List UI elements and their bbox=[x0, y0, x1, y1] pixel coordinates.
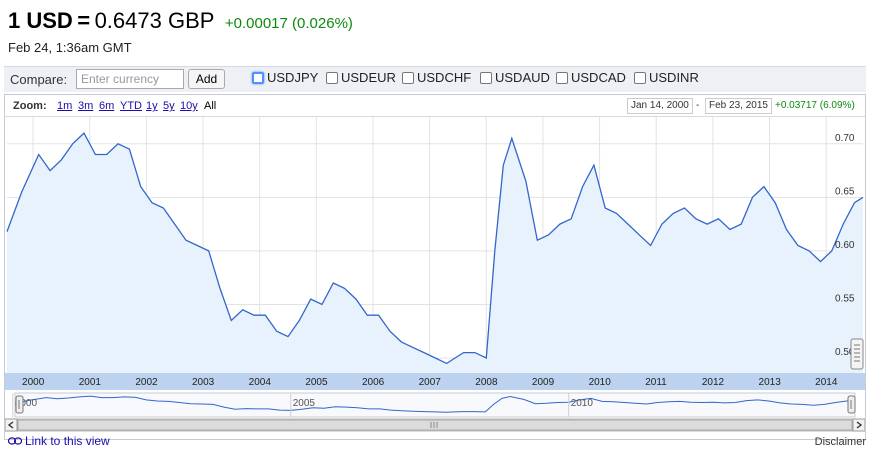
x-tick-label: 2014 bbox=[815, 377, 838, 388]
zoom-6m[interactable]: 6m bbox=[99, 100, 115, 112]
compare-bar: Compare: Add USDJPY USDEUR USDCHF USDAUD… bbox=[4, 66, 866, 92]
navigator-year-label: 2005 bbox=[293, 398, 316, 409]
zoom-10y[interactable]: 10y bbox=[180, 100, 198, 112]
chart-frame: Zoom: 1m 3m 6m YTD 1y 5y 10y All Jan 14,… bbox=[4, 94, 866, 440]
y-tick-label: 0.70 bbox=[835, 133, 855, 144]
time-navigator[interactable]: 2000 2005 2010 bbox=[12, 392, 856, 418]
x-tick-label: 2005 bbox=[305, 377, 328, 388]
x-tick-label: 2004 bbox=[249, 377, 272, 388]
zoom-3m[interactable]: 3m bbox=[78, 100, 94, 112]
y-tick-label: 0.60 bbox=[835, 240, 855, 251]
y-tick-label: 0.55 bbox=[835, 293, 855, 304]
x-tick-label: 2012 bbox=[702, 377, 725, 388]
navigator-background bbox=[14, 392, 856, 418]
base-amount: 1 USD bbox=[8, 8, 73, 33]
x-tick-label: 2007 bbox=[419, 377, 442, 388]
checkbox-box[interactable] bbox=[556, 72, 568, 84]
checkbox-box[interactable] bbox=[634, 72, 646, 84]
scroll-right-arrow-icon[interactable] bbox=[852, 418, 865, 432]
zoom-all[interactable]: All bbox=[204, 100, 217, 112]
quote-headline: 1 USD = 0.6473 GBP +0.00017 (0.026%) bbox=[8, 8, 353, 34]
y-axis-tick-labels: 0.50 0.55 0.60 0.65 0.70 bbox=[835, 133, 855, 358]
compare-pair-label: USDJPY bbox=[267, 70, 319, 85]
navigator-left-handle[interactable] bbox=[15, 395, 24, 414]
right-arrow-glyph bbox=[856, 421, 863, 429]
compare-checkbox-usdjpy[interactable]: USDJPY bbox=[252, 70, 318, 85]
navigator-scrollbar[interactable] bbox=[5, 418, 865, 432]
rate-change: +0.00017 (0.026%) bbox=[224, 15, 353, 32]
zoom-ytd[interactable]: YTD bbox=[120, 100, 142, 112]
equals-sign: = bbox=[77, 8, 91, 33]
x-tick-label: 2000 bbox=[22, 377, 45, 388]
compare-checkbox-usdchf[interactable]: USDCHF bbox=[402, 70, 471, 85]
scrollbar-thumb[interactable] bbox=[17, 419, 853, 431]
x-tick-label: 2001 bbox=[79, 377, 102, 388]
checkbox-box[interactable] bbox=[402, 72, 414, 84]
start-date-field[interactable]: Jan 14, 2000 bbox=[627, 98, 693, 114]
compare-pair-label: USDCHF bbox=[417, 70, 472, 85]
x-tick-label: 2010 bbox=[589, 377, 612, 388]
checkbox-box[interactable] bbox=[326, 72, 338, 84]
compare-checkbox-usdeur[interactable]: USDEUR bbox=[326, 70, 396, 85]
x-tick-label: 2008 bbox=[475, 377, 498, 388]
x-axis-tick-labels: 2000 2001 2002 2003 2004 2005 2006 2007 2008 2009… bbox=[22, 377, 838, 388]
navigator-line bbox=[14, 395, 856, 413]
x-tick-label: 2003 bbox=[192, 377, 215, 388]
checkbox-box[interactable] bbox=[252, 72, 264, 84]
grip-box[interactable] bbox=[850, 338, 864, 370]
compare-checkbox-usdinr[interactable]: USDINR bbox=[634, 70, 699, 85]
y-tick-label: 0.65 bbox=[835, 186, 855, 197]
resize-grip-icon[interactable] bbox=[850, 338, 864, 370]
x-tick-label: 2006 bbox=[362, 377, 385, 388]
chain-link-icon bbox=[8, 437, 22, 445]
date-separator: - bbox=[696, 100, 700, 111]
end-date-field[interactable]: Feb 23, 2015 bbox=[705, 98, 772, 114]
zoom-1m[interactable]: 1m bbox=[57, 100, 73, 112]
exchange-rate: 0.6473 GBP bbox=[94, 8, 215, 33]
checkbox-box[interactable] bbox=[480, 72, 492, 84]
left-arrow-glyph bbox=[7, 421, 14, 429]
navigator-year-label: 2000 bbox=[15, 398, 38, 409]
navigator-year-labels: 2000 2005 2010 bbox=[12, 393, 594, 417]
compare-pair-label: USDINR bbox=[649, 70, 699, 85]
y-tick-label: 0.50 bbox=[835, 347, 855, 358]
price-line bbox=[6, 132, 864, 365]
arrow-button[interactable] bbox=[852, 418, 865, 432]
zoom-bar: Zoom: 1m 3m 6m YTD 1y 5y 10y All Jan 14,… bbox=[5, 95, 865, 117]
compare-checkbox-usdcad[interactable]: USDCAD bbox=[556, 70, 626, 85]
quote-timestamp: Feb 24, 1:36am GMT bbox=[8, 40, 132, 55]
compare-pair-label: USDEUR bbox=[341, 70, 396, 85]
zoom-1y[interactable]: 1y bbox=[146, 100, 158, 112]
compare-pair-label: USDCAD bbox=[571, 70, 626, 85]
disclaimer[interactable]: Disclaimer bbox=[814, 436, 866, 448]
x-tick-label: 2011 bbox=[645, 377, 667, 388]
link-to-view-label: Link to this view bbox=[25, 434, 110, 448]
zoom-label: Zoom: bbox=[13, 100, 47, 112]
arrow-button[interactable] bbox=[5, 418, 18, 432]
zoom-5y[interactable]: 5y bbox=[163, 100, 175, 112]
scroll-left-arrow-icon[interactable] bbox=[5, 418, 18, 432]
compare-checkbox-usdaud[interactable]: USDAUD bbox=[480, 70, 550, 85]
x-tick-label: 2013 bbox=[759, 377, 782, 388]
navigator-year-label: 2010 bbox=[571, 398, 594, 409]
navigator-right-handle[interactable] bbox=[847, 395, 856, 414]
add-button[interactable]: Add bbox=[188, 69, 225, 89]
compare-label: Compare: bbox=[10, 72, 68, 87]
link-to-view[interactable]: Link to this view bbox=[8, 434, 110, 448]
x-tick-label: 2002 bbox=[135, 377, 158, 388]
range-change: +0.03717 (6.09%) bbox=[775, 100, 855, 111]
price-chart[interactable]: 0.500.550.600.650.70 2000 2001 2002 2003 200… bbox=[5, 117, 865, 439]
compare-pair-label: USDAUD bbox=[495, 70, 550, 85]
compare-currency-input[interactable] bbox=[76, 69, 184, 89]
x-tick-label: 2009 bbox=[532, 377, 555, 388]
x-axis-band bbox=[5, 373, 865, 390]
price-area-fill bbox=[7, 133, 863, 373]
